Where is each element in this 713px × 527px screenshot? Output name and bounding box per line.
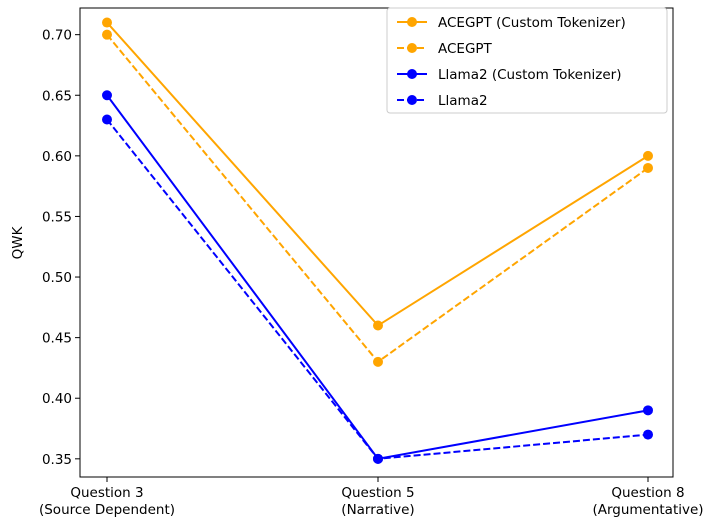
data-point (643, 150, 653, 161)
data-point (643, 405, 653, 416)
plot-frame (79, 7, 674, 478)
x-tick-label: (Source Dependent) (39, 502, 175, 518)
series-line (106, 94, 649, 460)
data-point (643, 429, 653, 440)
data-point (643, 162, 653, 173)
legend-label: ACEGPT (438, 41, 493, 57)
y-tick-label: 0.60 (42, 149, 72, 165)
y-tick-label: 0.70 (42, 28, 72, 44)
legend-marker (407, 17, 417, 27)
legend: ACEGPT (Custom Tokenizer) ACEGPT Llama2 (C… (386, 7, 668, 114)
y-tick-label: 0.55 (42, 209, 72, 225)
legend-entries: ACEGPT (Custom Tokenizer) ACEGPT Llama2 (C… (397, 15, 626, 109)
legend-entry: ACEGPT (Custom Tokenizer) (397, 15, 626, 31)
data-point (373, 356, 383, 367)
y-tick-label: 0.45 (42, 331, 72, 347)
data-point (102, 90, 112, 101)
series-layer (102, 17, 653, 464)
legend-marker (407, 69, 417, 79)
x-tick-label: (Argumentative) (592, 502, 703, 518)
series-0 (102, 17, 653, 331)
x-tick-label: Question 5 (341, 485, 414, 501)
legend-marker (407, 95, 417, 105)
data-point (102, 17, 112, 28)
data-point (373, 453, 383, 464)
y-tick-label: 0.35 (42, 452, 72, 468)
legend-box (386, 7, 668, 114)
legend-label: ACEGPT (Custom Tokenizer) (438, 15, 626, 31)
y-axis-ticks: 0.35 0.40 0.45 0.50 0.55 0.60 0.65 0.70 (42, 28, 80, 468)
legend-entry: ACEGPT (397, 41, 493, 57)
legend-label: Llama2 (438, 93, 488, 109)
y-tick-label: 0.65 (42, 88, 72, 104)
data-point (373, 320, 383, 331)
data-point (102, 29, 112, 40)
x-axis-ticks: Question 3(Source Dependent) Question 5(N… (39, 477, 704, 518)
y-axis-label: QWK (10, 225, 26, 259)
series-line (106, 118, 649, 460)
legend-entry: Llama2 (397, 93, 488, 109)
series-1 (102, 29, 653, 367)
y-tick-label: 0.50 (42, 270, 72, 286)
legend-entry: Llama2 (Custom Tokenizer) (397, 67, 622, 83)
x-tick-label: (Narrative) (341, 502, 414, 518)
y-tick-label: 0.40 (42, 391, 72, 407)
legend-label: Llama2 (Custom Tokenizer) (438, 67, 622, 83)
x-tick-label: Question 8 (611, 485, 684, 501)
series-3 (102, 114, 653, 464)
series-2 (102, 90, 653, 464)
legend-marker (407, 43, 417, 53)
data-point (102, 114, 112, 125)
x-tick-label: Question 3 (70, 485, 143, 501)
